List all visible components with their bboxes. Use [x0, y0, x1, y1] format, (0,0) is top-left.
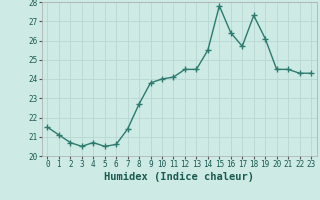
X-axis label: Humidex (Indice chaleur): Humidex (Indice chaleur) [104, 172, 254, 182]
